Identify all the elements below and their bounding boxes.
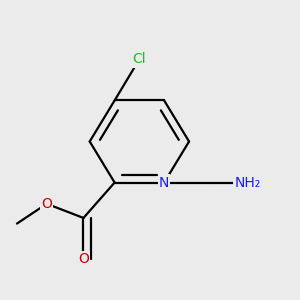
Text: N: N [159, 176, 169, 190]
Text: O: O [78, 252, 89, 266]
Text: NH₂: NH₂ [235, 176, 261, 190]
Text: O: O [41, 197, 52, 211]
Text: Cl: Cl [132, 52, 146, 66]
